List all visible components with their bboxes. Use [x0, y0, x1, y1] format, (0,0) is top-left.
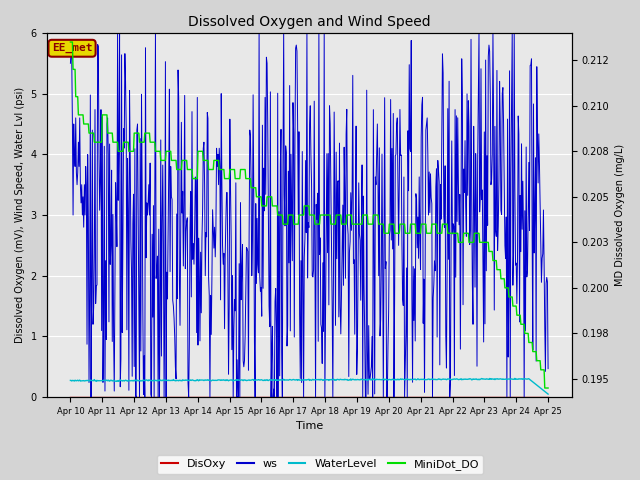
- DisOxy: [367, 394, 374, 400]
- DisOxy: [124, 394, 132, 400]
- ws: [174, 67, 182, 73]
- ws: [87, 394, 95, 400]
- MiniDot_DO: [67, 39, 74, 45]
- ws: [67, 60, 74, 66]
- DisOxy: [67, 394, 74, 400]
- DisOxy: [198, 394, 206, 400]
- X-axis label: Time: Time: [296, 421, 323, 432]
- ws: [200, 145, 207, 151]
- DisOxy: [173, 394, 180, 400]
- WaterLevel: [511, 375, 518, 381]
- DisOxy: [381, 394, 388, 400]
- MiniDot_DO: [198, 148, 206, 154]
- Text: EE_met: EE_met: [52, 43, 92, 53]
- WaterLevel: [544, 391, 552, 397]
- ws: [76, 164, 83, 169]
- WaterLevel: [124, 378, 132, 384]
- ws: [368, 334, 376, 339]
- ws: [125, 88, 133, 94]
- WaterLevel: [76, 378, 83, 384]
- ws: [114, 30, 122, 36]
- Line: ws: ws: [70, 33, 548, 397]
- WaterLevel: [198, 377, 206, 383]
- Y-axis label: MD Dissolved Oxygen (mg/L): MD Dissolved Oxygen (mg/L): [615, 144, 625, 286]
- MiniDot_DO: [381, 230, 388, 236]
- Legend: DisOxy, ws, WaterLevel, MiniDot_DO: DisOxy, ws, WaterLevel, MiniDot_DO: [157, 455, 483, 474]
- ws: [382, 259, 390, 264]
- DisOxy: [76, 394, 83, 400]
- MiniDot_DO: [76, 112, 83, 118]
- DisOxy: [544, 394, 552, 400]
- MiniDot_DO: [173, 167, 180, 172]
- WaterLevel: [67, 378, 74, 384]
- Line: WaterLevel: WaterLevel: [70, 378, 548, 394]
- ws: [544, 366, 552, 372]
- MiniDot_DO: [544, 385, 552, 391]
- WaterLevel: [367, 377, 374, 383]
- MiniDot_DO: [367, 221, 374, 227]
- Title: Dissolved Oxygen and Wind Speed: Dissolved Oxygen and Wind Speed: [188, 15, 431, 29]
- MiniDot_DO: [541, 385, 548, 391]
- WaterLevel: [173, 378, 180, 384]
- Y-axis label: Dissolved Oxygen (mV), Wind Speed, Water Lvl (psi): Dissolved Oxygen (mV), Wind Speed, Water…: [15, 87, 25, 343]
- WaterLevel: [381, 377, 388, 383]
- Line: MiniDot_DO: MiniDot_DO: [70, 42, 548, 388]
- MiniDot_DO: [124, 139, 132, 145]
